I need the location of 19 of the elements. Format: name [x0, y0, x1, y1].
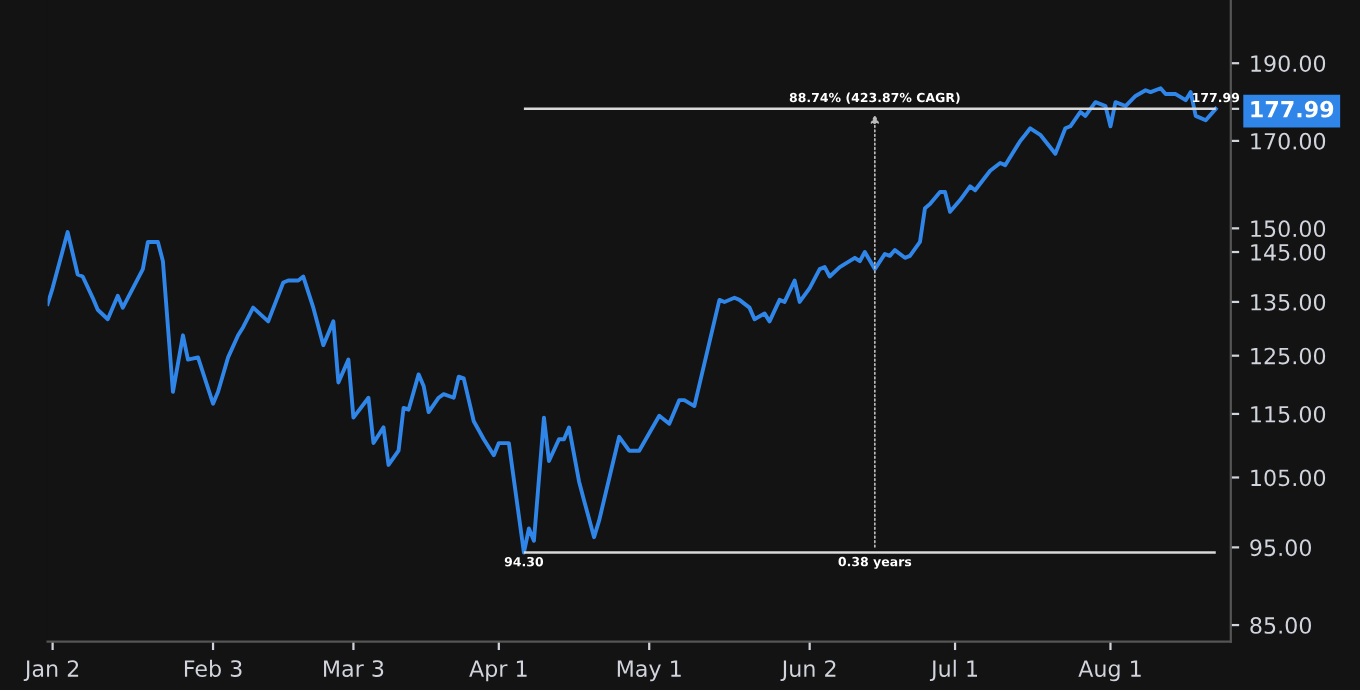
y-tick-label: 145.00: [1251, 243, 1326, 261]
x-tick-label: Jan 2: [23, 660, 79, 682]
y-tick-label: 95.00: [1250, 539, 1311, 557]
x-tick-label: Jun 2: [780, 660, 836, 682]
y-tick-label: 125.00: [1251, 347, 1326, 365]
y-tick-label: 85.00: [1250, 617, 1311, 634]
x-tick-label: Jul 1: [929, 659, 978, 682]
x-tick-label: Apr 1: [469, 660, 527, 682]
y-tick-label: 105.00: [1251, 469, 1326, 487]
y-tick-label: 190.00: [1251, 55, 1326, 72]
x-tick-label: Aug 1: [1078, 660, 1141, 682]
y-tick-label: 115.00: [1251, 405, 1326, 423]
y-tick-label: 150.00: [1251, 220, 1326, 238]
y-tick-label: 177.99: [1251, 100, 1334, 118]
x-tick-label: May 1: [617, 660, 681, 682]
x-tick-label: Feb 3: [184, 659, 242, 677]
y-tick-label: 135.00: [1251, 293, 1326, 311]
x-tick-label: Mar 3: [324, 660, 384, 677]
y-tick-label: 170.00: [1251, 132, 1326, 150]
